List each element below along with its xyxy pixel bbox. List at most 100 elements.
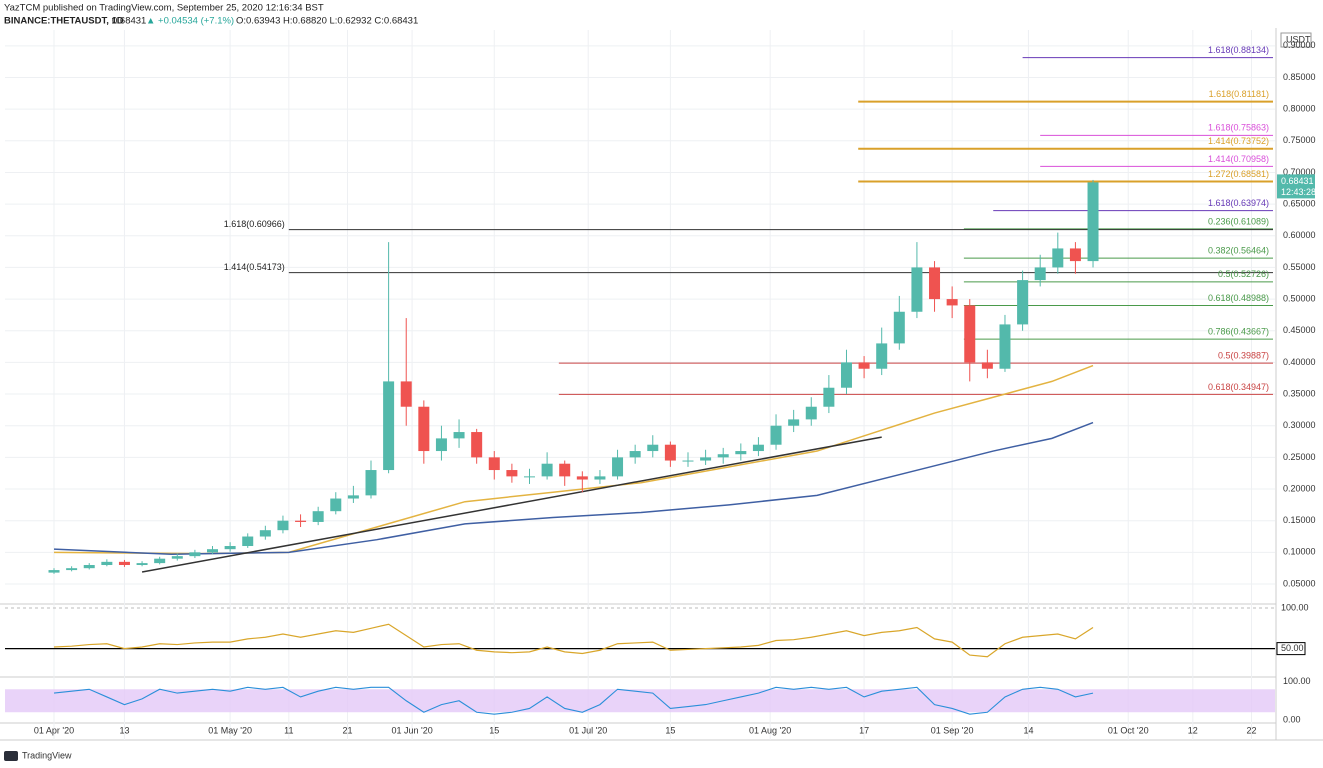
candle-body [66, 568, 78, 571]
candle-body [735, 451, 747, 455]
y-tick-label: 0.50000 [1283, 293, 1316, 303]
price-tag-value: 0.68431 [1281, 176, 1314, 186]
stoch-band [5, 689, 1275, 713]
candle-body [471, 432, 483, 458]
y-tick-label: 0.60000 [1283, 230, 1316, 240]
candle-body [911, 267, 923, 312]
fib-label: 1.618(0.60966) [224, 219, 285, 229]
fib-label: 1.618(0.75863) [1208, 123, 1269, 133]
overlay-line [54, 364, 1094, 555]
price-tag [1277, 174, 1315, 199]
candle-body [981, 362, 993, 369]
candle-body [418, 406, 430, 452]
y-tick-label: 0.20000 [1283, 483, 1316, 493]
y-tick-label: 0.75000 [1283, 135, 1316, 145]
candle-body [312, 511, 324, 522]
x-tick-label: 01 Jun '20 [391, 725, 432, 735]
x-tick-label: 13 [119, 725, 129, 735]
candle-body [559, 463, 571, 477]
rsi-label-box [1276, 642, 1306, 656]
candle-body [506, 470, 518, 477]
candle-body [154, 558, 166, 564]
candle-body [453, 432, 465, 439]
candle-body [224, 546, 236, 550]
candle-body [83, 565, 95, 569]
candle-body [189, 552, 201, 557]
candle-body [383, 381, 395, 471]
fib-label: 1.618(0.63974) [1208, 198, 1269, 208]
y-tick-label: 0.25000 [1283, 452, 1316, 462]
symbol: BINANCE:THETAUSDT, 1D [4, 16, 124, 27]
y-tick-label: 0.05000 [1283, 578, 1316, 588]
fib-label: 0.618(0.48988) [1208, 293, 1269, 303]
candle-body [400, 381, 412, 407]
candle-body [523, 476, 535, 478]
candle-body [1017, 280, 1029, 325]
candle-body [541, 463, 553, 477]
logo [4, 751, 18, 761]
x-tick-label: 12 [1188, 725, 1198, 735]
fib-label: 1.414(0.70958) [1208, 154, 1269, 164]
y-tick-label: 0.35000 [1283, 388, 1316, 398]
x-tick-label: 15 [489, 725, 499, 735]
candle-body [207, 549, 219, 553]
x-tick-label: 01 Aug '20 [749, 725, 791, 735]
candle-body [682, 460, 694, 462]
overlay-line [53, 421, 1094, 555]
fib-label: 1.272(0.68581) [1208, 169, 1269, 179]
y-tick-label: 0.80000 [1283, 104, 1316, 114]
fib-label: 1.414(0.73752) [1208, 136, 1269, 146]
candle-body [242, 536, 254, 547]
candle-body [876, 343, 888, 369]
candle-body [435, 438, 447, 452]
x-tick-label: 01 Apr '20 [34, 725, 74, 735]
x-tick-label: 15 [665, 725, 675, 735]
candle-body [999, 324, 1011, 369]
candle-body [1034, 267, 1046, 281]
last-price: 0.68431 [112, 16, 146, 27]
rsi-tick-label: 100.00 [1281, 602, 1309, 612]
x-tick-label: 01 May '20 [208, 725, 252, 735]
fib-label: 0.382(0.56464) [1208, 246, 1269, 256]
x-tick-label: 22 [1247, 725, 1257, 735]
candle-body [48, 570, 60, 573]
candle-body [946, 299, 958, 306]
candle-body [277, 520, 289, 531]
currency: USDT [1286, 34, 1311, 44]
candle-body [664, 444, 676, 461]
candle-body [330, 498, 342, 512]
rsi-tick-label: 50.00 [1281, 643, 1304, 653]
candle-body [594, 476, 606, 480]
candle-body [612, 457, 624, 477]
candle-body [929, 267, 941, 300]
y-tick-label: 0.15000 [1283, 515, 1316, 525]
y-tick-label: 0.55000 [1283, 262, 1316, 272]
y-tick-label: 0.30000 [1283, 420, 1316, 430]
candle-body [840, 362, 852, 388]
y-tick-label: 0.65000 [1283, 198, 1316, 208]
y-tick-label: 0.90000 [1283, 40, 1316, 50]
x-tick-label: 17 [859, 725, 869, 735]
y-tick-label: 0.40000 [1283, 357, 1316, 367]
overlay-line [141, 436, 882, 573]
price-tag-countdown: 12:43:28 [1281, 187, 1316, 197]
x-tick-label: 21 [343, 725, 353, 735]
y-tick-label: 0.45000 [1283, 325, 1316, 335]
change: ▲ +0.04534 (+7.1%) [146, 16, 234, 27]
fib-label: 0.618(0.34947) [1208, 382, 1269, 392]
fib-label: 0.5(0.39887) [1218, 350, 1269, 360]
candle-body [365, 470, 377, 496]
candle-body [752, 444, 764, 452]
candle-body [1052, 248, 1064, 268]
candle-body [964, 305, 976, 363]
fib-label: 1.618(0.88134) [1208, 45, 1269, 55]
x-tick-label: 01 Oct '20 [1108, 725, 1149, 735]
brand: TradingView [22, 750, 72, 760]
plot: 01 Apr '20 13 01 May '20 11 21 01 Jun '20 15 01… [5, 30, 1316, 740]
candle-body [488, 457, 500, 471]
candle-body [629, 451, 641, 458]
candle-body [700, 457, 712, 461]
candle-body [295, 520, 307, 522]
